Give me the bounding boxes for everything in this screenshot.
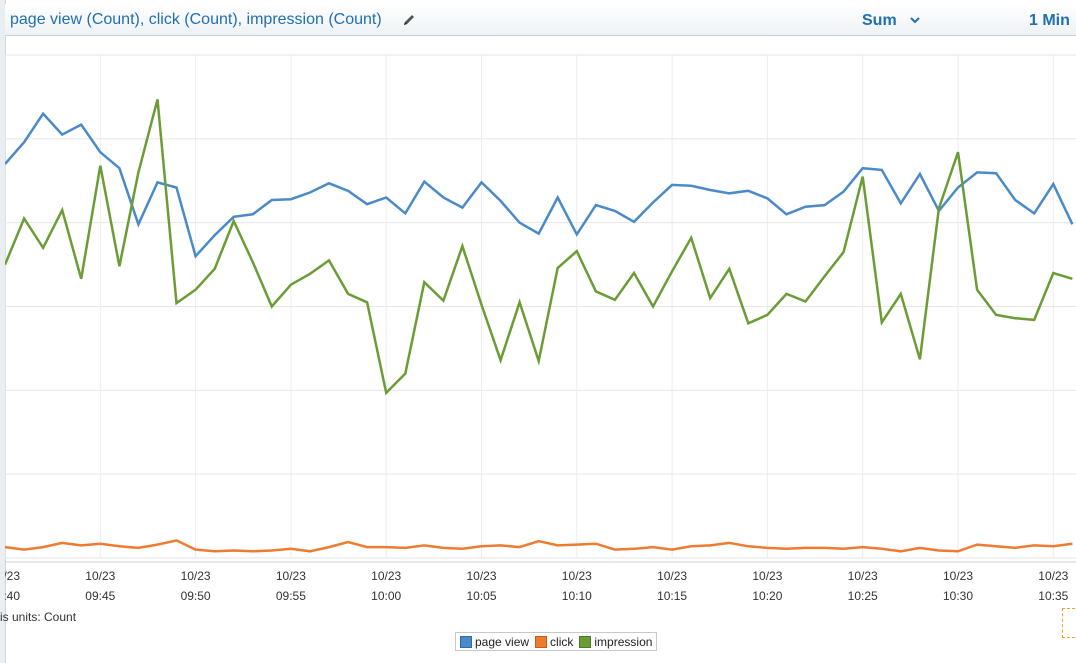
x-tick-date: 10/23 bbox=[466, 569, 496, 583]
series-line-page-view[interactable] bbox=[5, 111, 1074, 259]
x-tick-time: 10:25 bbox=[848, 589, 878, 603]
legend-item-page-view[interactable]: page view bbox=[460, 635, 529, 649]
x-tick-time: 10:05 bbox=[466, 589, 496, 603]
graph-title[interactable]: page view (Count), click (Count), impres… bbox=[10, 11, 382, 28]
legend-label-click: click bbox=[550, 634, 574, 649]
resize-handle[interactable] bbox=[1062, 608, 1076, 638]
x-tick-time: 10:30 bbox=[943, 589, 973, 603]
legend-label-impression: impression bbox=[594, 634, 653, 649]
graph-panel bbox=[5, 0, 1076, 663]
x-tick-date: 10/23 bbox=[562, 569, 592, 583]
statistic-dropdown[interactable]: Sum bbox=[862, 12, 897, 29]
x-tick-date: 10/23 bbox=[85, 569, 115, 583]
x-tick-time: 10:20 bbox=[752, 589, 782, 603]
x-tick-date: 10/23 bbox=[181, 569, 211, 583]
legend-item-click[interactable]: click bbox=[535, 635, 573, 649]
chart-grid bbox=[4, 54, 1076, 563]
x-tick-date: 10/23 bbox=[371, 569, 401, 583]
legend-label-page-view: page view bbox=[475, 634, 530, 649]
legend-item-impression[interactable]: impression bbox=[579, 635, 652, 649]
x-tick-time: 09:55 bbox=[276, 589, 306, 603]
pencil-icon[interactable] bbox=[402, 13, 416, 27]
legend-swatch-impression bbox=[579, 635, 592, 648]
x-tick-time: 10:10 bbox=[562, 589, 592, 603]
x-tick-time: 10:00 bbox=[371, 589, 401, 603]
series-line-click[interactable] bbox=[5, 539, 1073, 553]
x-tick-time: 10:35 bbox=[1038, 589, 1068, 603]
x-tick-date: 10/23 bbox=[1038, 569, 1068, 583]
x-tick-time: 10:15 bbox=[657, 589, 687, 603]
period-dropdown[interactable]: 1 Min bbox=[1029, 12, 1070, 29]
chart-legend: page view click impression bbox=[455, 632, 658, 651]
x-tick-date: 10/23 bbox=[657, 569, 687, 583]
x-tick-date: 10/23 bbox=[752, 569, 782, 583]
chart-series bbox=[5, 99, 1074, 553]
x-tick-time: 09:45 bbox=[85, 589, 115, 603]
x-axis-ticks: 10/23 09:40 10/23 09:45 10/23 09:50 10/23 09:55… bbox=[0, 569, 1069, 603]
x-tick-date: 10/23 bbox=[943, 569, 973, 583]
chevron-down-icon[interactable] bbox=[910, 17, 920, 25]
x-tick-date: 10/23 bbox=[0, 569, 20, 583]
series-line-impression[interactable] bbox=[5, 99, 1073, 396]
legend-swatch-page-view bbox=[460, 635, 472, 648]
x-tick-time: 09:50 bbox=[181, 589, 211, 603]
legend-swatch-click bbox=[535, 635, 548, 648]
x-tick-date: 10/23 bbox=[276, 569, 306, 583]
x-tick-time: 09:40 bbox=[0, 589, 20, 603]
y-axis-units-label: is units: Count bbox=[0, 610, 77, 624]
graph-header: page view (Count), click (Count), impres… bbox=[5, 4, 1076, 36]
x-tick-date: 10/23 bbox=[848, 569, 878, 583]
